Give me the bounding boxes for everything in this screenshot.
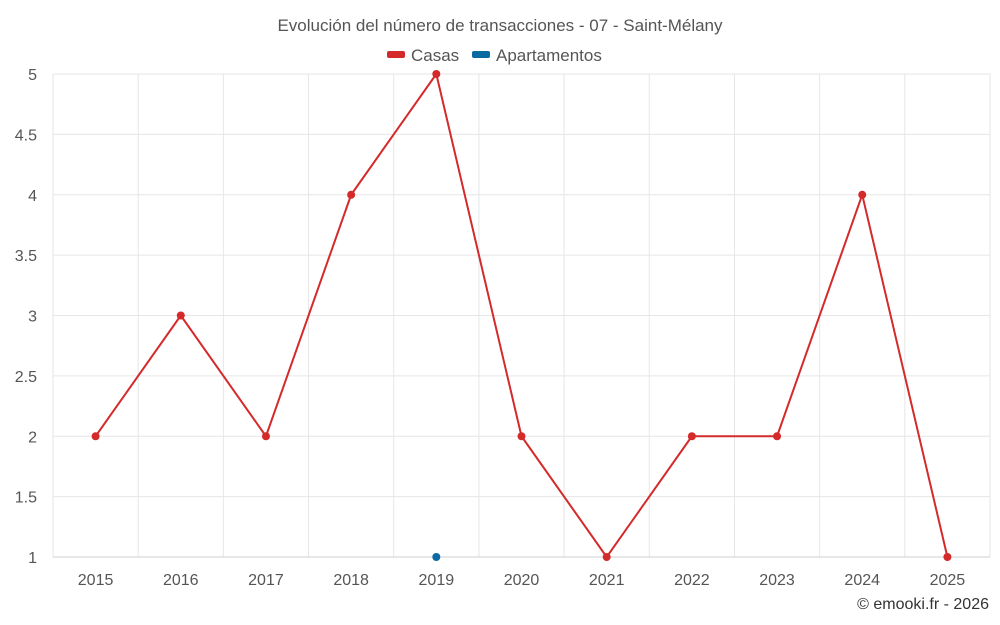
series-casas [91, 70, 952, 561]
series-apartamentos [432, 553, 441, 561]
data-point-casas[interactable] [432, 70, 441, 78]
data-point-casas[interactable] [943, 553, 952, 561]
data-point-casas[interactable] [602, 553, 611, 561]
series-layer [91, 70, 952, 561]
x-tick-label: 2020 [504, 572, 540, 589]
x-tick-label: 2021 [589, 572, 625, 589]
y-tick-label: 1 [28, 550, 37, 567]
x-tick-label: 2024 [844, 572, 880, 589]
y-tick-label: 4 [28, 188, 37, 205]
legend-label-apartamentos[interactable]: Apartamentos [496, 46, 602, 65]
y-tick-label: 3 [28, 309, 37, 326]
data-point-casas[interactable] [176, 311, 185, 320]
legend-label-casas[interactable]: Casas [411, 46, 459, 65]
y-tick-label: 2 [28, 429, 37, 446]
x-tick-label: 2025 [930, 572, 966, 589]
data-point-casas[interactable] [858, 190, 867, 199]
x-tick-label: 2017 [248, 572, 284, 589]
y-tick-label: 3.5 [15, 248, 37, 265]
data-point-casas[interactable] [773, 432, 782, 441]
x-tick-label: 2018 [333, 572, 369, 589]
x-axis: 2015 2016 2017 2018 2019 2020 2021 2022 2023 2024… [53, 556, 990, 589]
data-point-casas[interactable] [347, 190, 356, 199]
y-tick-label: 5 [28, 67, 37, 84]
y-axis: 1 1.5 2 2.5 3 3.5 4 4.5 5 [15, 67, 37, 567]
chart-legend[interactable]: Casas Apartamentos [387, 46, 602, 65]
y-tick-label: 1.5 [15, 490, 37, 507]
x-tick-label: 2023 [759, 572, 795, 589]
data-point-apartamentos[interactable] [432, 553, 441, 561]
data-point-casas[interactable] [687, 432, 696, 441]
data-point-casas[interactable] [91, 432, 100, 441]
x-tick-label: 2019 [419, 572, 455, 589]
credit-text: © emooki.fr - 2026 [857, 596, 989, 613]
legend-swatch-casas[interactable] [387, 51, 405, 58]
x-tick-label: 2015 [78, 572, 114, 589]
data-point-casas[interactable] [261, 432, 270, 441]
y-tick-label: 4.5 [15, 127, 37, 144]
grid-lines [52, 73, 991, 558]
data-point-casas[interactable] [517, 432, 526, 441]
x-tick-label: 2022 [674, 572, 710, 589]
x-tick-label: 2016 [163, 572, 199, 589]
legend-swatch-apartamentos[interactable] [472, 51, 490, 58]
y-tick-label: 2.5 [15, 369, 37, 386]
chart-title: Evolución del número de transacciones - … [277, 16, 723, 35]
